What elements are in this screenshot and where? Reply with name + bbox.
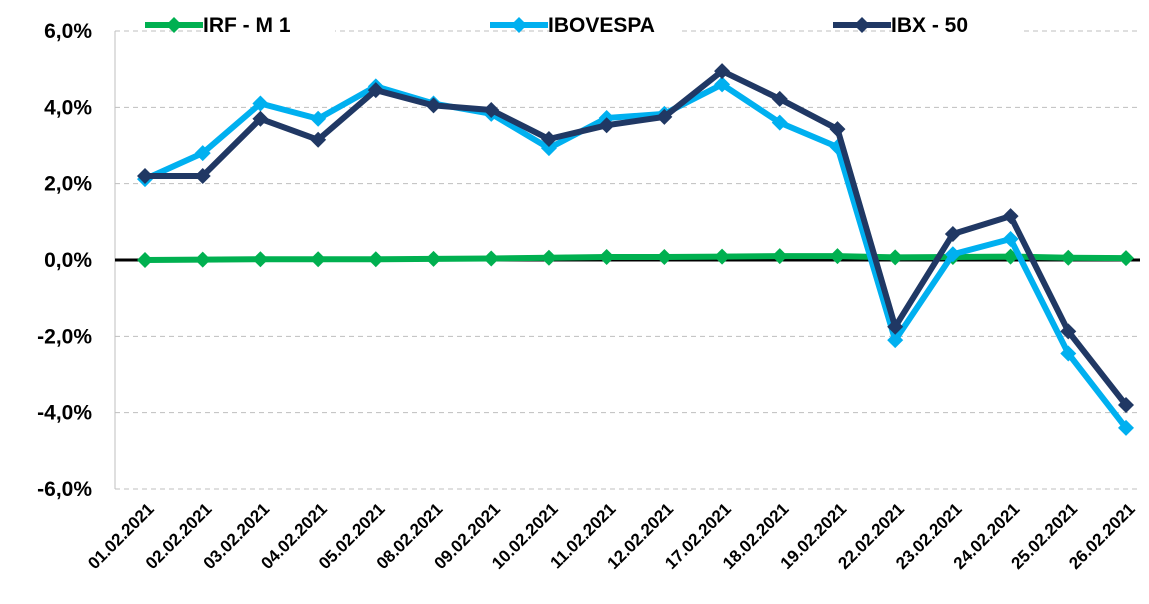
marker xyxy=(829,248,846,265)
marker xyxy=(137,168,153,185)
y-tick-label: 4,0% xyxy=(44,96,92,119)
marker xyxy=(1002,208,1019,225)
y-tick-label: -2,0% xyxy=(37,325,92,348)
marker xyxy=(887,332,904,349)
legend-bg xyxy=(205,11,335,39)
series-line xyxy=(145,68,1129,407)
marker xyxy=(425,250,442,267)
marker xyxy=(1060,249,1077,266)
marker xyxy=(944,246,961,263)
series-line xyxy=(144,253,1127,263)
legend-label: IRF - M 1 xyxy=(203,14,291,37)
marker xyxy=(829,121,846,138)
marker xyxy=(1002,231,1019,248)
marker xyxy=(137,252,153,268)
marker xyxy=(656,108,673,125)
y-tick-label: 0,0% xyxy=(44,249,92,272)
marker xyxy=(1118,419,1134,436)
marker xyxy=(310,110,327,127)
marker xyxy=(771,90,788,107)
y-tick-label: -6,0% xyxy=(37,478,92,501)
marker xyxy=(714,76,731,93)
y-tick-label: 2,0% xyxy=(44,173,92,196)
marker xyxy=(483,250,500,267)
legend-bg xyxy=(893,11,1023,39)
legend-label: IBX - 50 xyxy=(891,14,968,37)
marker xyxy=(310,131,327,148)
marker xyxy=(252,251,269,268)
marker xyxy=(483,102,500,119)
marker xyxy=(598,248,615,265)
marker xyxy=(194,145,211,162)
y-tick-label: 6,0% xyxy=(44,20,92,43)
marker xyxy=(540,140,557,157)
legend-marker xyxy=(166,17,182,33)
marker xyxy=(771,114,788,131)
marker xyxy=(598,117,615,134)
series-line xyxy=(143,81,1129,430)
marker xyxy=(252,95,269,112)
marker xyxy=(1118,250,1134,267)
legend-bg xyxy=(550,11,680,39)
marker xyxy=(367,82,384,99)
legend-marker xyxy=(511,17,527,33)
y-tick-label: -4,0% xyxy=(37,402,92,425)
legend-marker xyxy=(854,17,870,33)
marker xyxy=(887,249,904,266)
marker xyxy=(540,131,557,148)
marker xyxy=(540,249,557,266)
marker xyxy=(944,226,961,243)
marker xyxy=(714,63,731,80)
marker xyxy=(194,168,211,185)
marker xyxy=(1118,397,1134,414)
marker xyxy=(771,248,788,265)
marker xyxy=(714,248,731,265)
marker xyxy=(1060,323,1077,340)
marker xyxy=(656,248,673,265)
marker xyxy=(367,251,384,268)
legend-label: IBOVESPA xyxy=(548,14,655,37)
marker xyxy=(194,251,211,268)
marker xyxy=(425,97,442,114)
marker xyxy=(310,251,327,268)
marker xyxy=(1060,345,1077,362)
marker xyxy=(887,318,904,335)
marker xyxy=(252,110,269,127)
